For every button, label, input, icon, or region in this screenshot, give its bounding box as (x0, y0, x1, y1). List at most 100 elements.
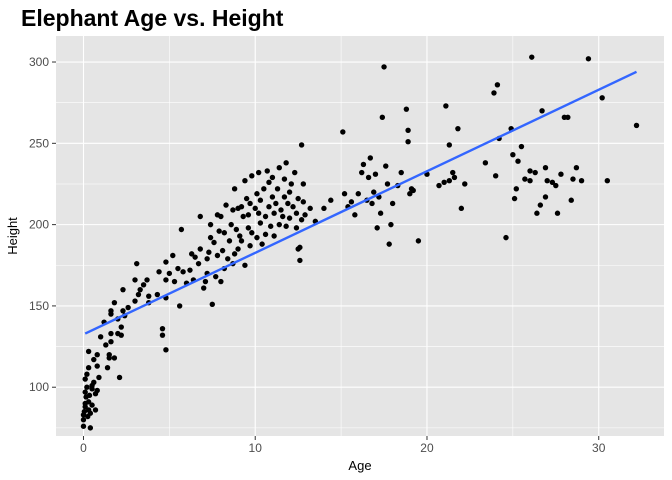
y-axis: 100 150 200 250 300 (29, 55, 56, 394)
data-point (585, 56, 592, 62)
data-point (458, 205, 465, 212)
data-point (254, 191, 260, 197)
data-point (91, 379, 97, 386)
data-point (377, 210, 384, 216)
data-point (233, 226, 240, 233)
data-point (92, 407, 99, 413)
y-tick-label: 250 (29, 136, 49, 150)
data-point (106, 351, 112, 358)
data-point (462, 181, 468, 187)
data-point (553, 182, 559, 189)
data-point (281, 176, 288, 182)
data-point (599, 95, 605, 101)
data-point (231, 251, 238, 257)
data-point (297, 244, 303, 251)
data-point (554, 210, 561, 216)
data-point (257, 220, 264, 226)
data-point (118, 324, 124, 330)
data-point (264, 168, 270, 174)
data-point (243, 195, 250, 202)
data-point (266, 204, 272, 210)
data-point (302, 212, 308, 218)
data-point (87, 410, 94, 416)
data-point (171, 278, 178, 285)
data-point (633, 122, 640, 129)
data-point (197, 213, 203, 220)
data-point (140, 282, 147, 288)
plot-panel (56, 36, 664, 436)
data-point (371, 189, 377, 195)
data-point (518, 143, 525, 150)
data-point (276, 165, 282, 171)
data-point (269, 194, 276, 200)
data-point (137, 286, 143, 293)
data-point (135, 291, 142, 298)
data-point (388, 221, 394, 228)
data-point (120, 308, 126, 314)
data-point (82, 389, 88, 395)
data-point (340, 129, 346, 135)
data-point (192, 254, 198, 260)
data-point (407, 191, 413, 197)
data-point (197, 246, 203, 252)
data-point (218, 213, 224, 220)
data-point (285, 200, 291, 207)
data-point (238, 204, 245, 210)
data-point (125, 304, 131, 311)
data-point (84, 371, 90, 377)
data-point (537, 202, 544, 208)
data-point (146, 293, 152, 299)
data-point (570, 176, 576, 182)
data-point (360, 161, 367, 168)
data-point (341, 191, 348, 197)
data-point (274, 186, 281, 192)
data-point (188, 251, 195, 257)
data-point (111, 355, 118, 361)
data-point (91, 356, 97, 363)
y-axis-title: Height (5, 217, 20, 255)
x-axis: 0 10 20 30 (80, 436, 606, 455)
data-point (255, 210, 262, 216)
data-point (223, 202, 229, 208)
data-point (231, 186, 238, 192)
data-point (103, 342, 109, 348)
data-point (209, 301, 215, 307)
data-point (111, 299, 118, 306)
data-point (252, 205, 258, 212)
data-point (108, 330, 114, 337)
grid-lines (56, 36, 664, 436)
data-point (300, 181, 307, 187)
data-point (271, 210, 277, 216)
data-point (144, 277, 150, 283)
data-point (298, 217, 305, 223)
data-point (259, 241, 265, 247)
data-point (604, 178, 611, 184)
data-point (365, 174, 372, 181)
data-point (415, 238, 422, 244)
y-tick-label: 150 (29, 299, 49, 313)
data-point (216, 228, 222, 234)
data-point (120, 286, 126, 293)
data-point (134, 260, 140, 267)
data-point (81, 408, 88, 415)
data-point (206, 249, 212, 255)
data-point (527, 178, 533, 184)
data-point (389, 200, 396, 207)
data-point (410, 187, 416, 194)
data-point (97, 334, 104, 340)
data-point (195, 260, 202, 267)
data-point (286, 189, 293, 195)
data-point (300, 199, 307, 205)
data-point (163, 277, 169, 283)
data-point (170, 252, 176, 259)
data-point (451, 174, 458, 181)
data-point (565, 114, 571, 121)
data-point (292, 169, 298, 176)
data-point (278, 207, 284, 213)
data-point (85, 348, 92, 355)
data-point (443, 103, 449, 109)
data-point (321, 205, 327, 212)
regression-line (84, 70, 638, 335)
data-point (266, 179, 272, 186)
data-point (163, 347, 169, 353)
